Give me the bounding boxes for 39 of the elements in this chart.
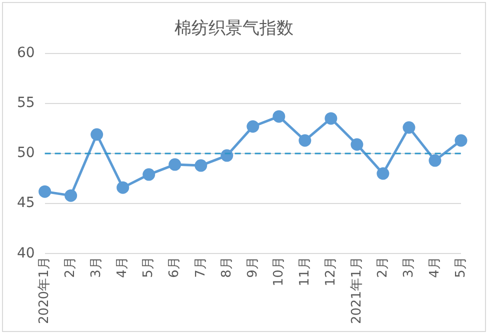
- x-tick-label: 12月: [323, 256, 338, 286]
- x-tick-label: 5月: [453, 256, 468, 278]
- point: [402, 121, 416, 134]
- x-tick-label: 3月: [89, 256, 104, 278]
- x-tick-label: 2月: [375, 256, 390, 278]
- x-tick-label: 4月: [427, 256, 442, 278]
- point: [324, 112, 338, 125]
- point: [246, 120, 260, 133]
- point: [298, 134, 312, 147]
- point: [272, 110, 286, 123]
- point: [38, 185, 52, 198]
- x-tick-label: 2020年1月: [37, 256, 52, 324]
- x-tick-label: 2月: [63, 256, 78, 278]
- x-tick-label: 6月: [167, 256, 182, 278]
- y-tick-label: 60: [16, 45, 35, 62]
- point: [376, 167, 390, 180]
- x-tick-label: 11月: [297, 256, 312, 286]
- x-tick-label: 4月: [115, 256, 130, 278]
- x-tick-label: 9月: [245, 256, 260, 278]
- y-tick-label: 45: [16, 195, 35, 212]
- point: [116, 181, 130, 194]
- x-tick-label: 10月: [271, 256, 286, 286]
- point: [168, 158, 182, 171]
- x-tick-label: 8月: [219, 256, 234, 278]
- y-tick-label: 55: [16, 95, 35, 112]
- y-tick-label: 40: [16, 245, 35, 262]
- x-tick-label: 2021年1月: [349, 256, 364, 324]
- x-tick-label: 3月: [401, 256, 416, 278]
- point: [350, 138, 364, 151]
- point: [90, 128, 104, 141]
- point: [64, 189, 78, 202]
- point: [142, 168, 156, 181]
- x-tick-label: 7月: [193, 256, 208, 278]
- y-tick-label: 50: [16, 145, 35, 162]
- point: [428, 154, 442, 167]
- point: [194, 159, 208, 172]
- point: [454, 134, 468, 147]
- x-tick-label: 5月: [141, 256, 156, 278]
- chart-title: 棉纺织景气指数: [174, 18, 294, 39]
